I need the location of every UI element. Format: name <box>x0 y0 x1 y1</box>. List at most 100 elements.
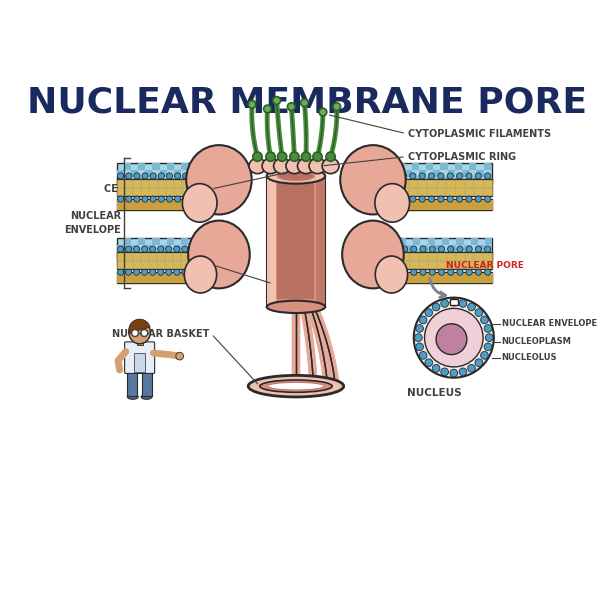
FancyBboxPatch shape <box>400 261 409 268</box>
Circle shape <box>199 196 205 202</box>
Circle shape <box>466 173 472 179</box>
FancyBboxPatch shape <box>197 261 205 268</box>
Circle shape <box>441 368 448 376</box>
Ellipse shape <box>340 145 406 214</box>
FancyBboxPatch shape <box>435 245 442 252</box>
FancyBboxPatch shape <box>152 177 160 184</box>
Circle shape <box>134 196 140 202</box>
Circle shape <box>410 269 417 275</box>
Ellipse shape <box>286 158 303 173</box>
FancyBboxPatch shape <box>373 261 381 268</box>
FancyBboxPatch shape <box>215 180 222 187</box>
FancyBboxPatch shape <box>382 253 390 260</box>
Circle shape <box>392 246 398 252</box>
FancyBboxPatch shape <box>189 253 196 260</box>
FancyBboxPatch shape <box>141 253 148 260</box>
FancyBboxPatch shape <box>404 170 412 177</box>
Ellipse shape <box>266 168 325 184</box>
FancyBboxPatch shape <box>390 188 398 195</box>
FancyBboxPatch shape <box>491 170 493 177</box>
FancyBboxPatch shape <box>484 163 491 170</box>
Circle shape <box>206 246 212 252</box>
FancyBboxPatch shape <box>174 245 181 252</box>
Circle shape <box>419 316 427 324</box>
Circle shape <box>401 269 407 275</box>
FancyBboxPatch shape <box>428 253 436 260</box>
Text: CYTOPLASMIC RING: CYTOPLASMIC RING <box>407 152 516 161</box>
Ellipse shape <box>375 184 410 222</box>
Circle shape <box>432 364 440 372</box>
FancyBboxPatch shape <box>205 261 212 268</box>
FancyBboxPatch shape <box>418 180 427 187</box>
Circle shape <box>391 196 397 202</box>
FancyBboxPatch shape <box>377 245 385 252</box>
Circle shape <box>134 269 140 275</box>
Circle shape <box>149 269 156 275</box>
FancyBboxPatch shape <box>142 180 149 187</box>
Circle shape <box>176 352 184 360</box>
FancyBboxPatch shape <box>390 170 397 177</box>
FancyBboxPatch shape <box>174 188 181 195</box>
Circle shape <box>485 269 491 275</box>
FancyBboxPatch shape <box>133 253 140 260</box>
FancyBboxPatch shape <box>409 180 417 187</box>
Wedge shape <box>129 319 150 334</box>
FancyBboxPatch shape <box>224 238 229 245</box>
Circle shape <box>373 196 379 202</box>
FancyArrowPatch shape <box>430 279 446 298</box>
FancyBboxPatch shape <box>316 176 325 307</box>
FancyBboxPatch shape <box>124 163 131 170</box>
FancyBboxPatch shape <box>397 163 404 170</box>
Circle shape <box>432 303 440 311</box>
Text: NUCLEAR ENVELOPE: NUCLEAR ENVELOPE <box>502 319 596 328</box>
Circle shape <box>131 329 139 337</box>
FancyBboxPatch shape <box>412 177 419 184</box>
FancyBboxPatch shape <box>412 163 419 170</box>
FancyBboxPatch shape <box>133 180 140 187</box>
FancyBboxPatch shape <box>457 252 464 259</box>
FancyBboxPatch shape <box>465 261 473 268</box>
Circle shape <box>142 173 148 179</box>
FancyBboxPatch shape <box>149 180 157 187</box>
FancyBboxPatch shape <box>410 261 418 268</box>
FancyBboxPatch shape <box>464 245 471 252</box>
FancyBboxPatch shape <box>380 188 389 195</box>
Ellipse shape <box>375 256 407 293</box>
FancyBboxPatch shape <box>383 177 390 184</box>
FancyBboxPatch shape <box>165 253 172 260</box>
FancyBboxPatch shape <box>363 238 493 259</box>
Circle shape <box>364 246 371 252</box>
FancyBboxPatch shape <box>382 261 390 268</box>
FancyBboxPatch shape <box>385 252 392 259</box>
FancyBboxPatch shape <box>215 188 222 195</box>
FancyBboxPatch shape <box>362 180 370 187</box>
Circle shape <box>222 269 228 275</box>
FancyBboxPatch shape <box>182 188 190 195</box>
Circle shape <box>214 269 220 275</box>
FancyBboxPatch shape <box>199 188 206 195</box>
Circle shape <box>409 293 499 382</box>
FancyBboxPatch shape <box>363 245 370 252</box>
Circle shape <box>141 329 148 337</box>
Circle shape <box>429 246 436 252</box>
FancyBboxPatch shape <box>210 238 217 245</box>
Circle shape <box>416 343 424 350</box>
Circle shape <box>448 269 454 275</box>
Ellipse shape <box>262 158 279 173</box>
FancyBboxPatch shape <box>138 252 145 259</box>
Circle shape <box>326 152 335 161</box>
Circle shape <box>441 299 448 307</box>
Circle shape <box>118 196 124 202</box>
FancyBboxPatch shape <box>464 180 473 187</box>
FancyBboxPatch shape <box>442 238 449 245</box>
FancyBboxPatch shape <box>399 238 406 245</box>
Circle shape <box>374 246 380 252</box>
FancyBboxPatch shape <box>190 180 197 187</box>
FancyBboxPatch shape <box>464 188 473 195</box>
FancyBboxPatch shape <box>413 238 421 245</box>
FancyBboxPatch shape <box>418 188 427 195</box>
Ellipse shape <box>274 158 290 173</box>
FancyBboxPatch shape <box>440 177 448 184</box>
Circle shape <box>333 103 341 110</box>
FancyBboxPatch shape <box>160 170 167 177</box>
